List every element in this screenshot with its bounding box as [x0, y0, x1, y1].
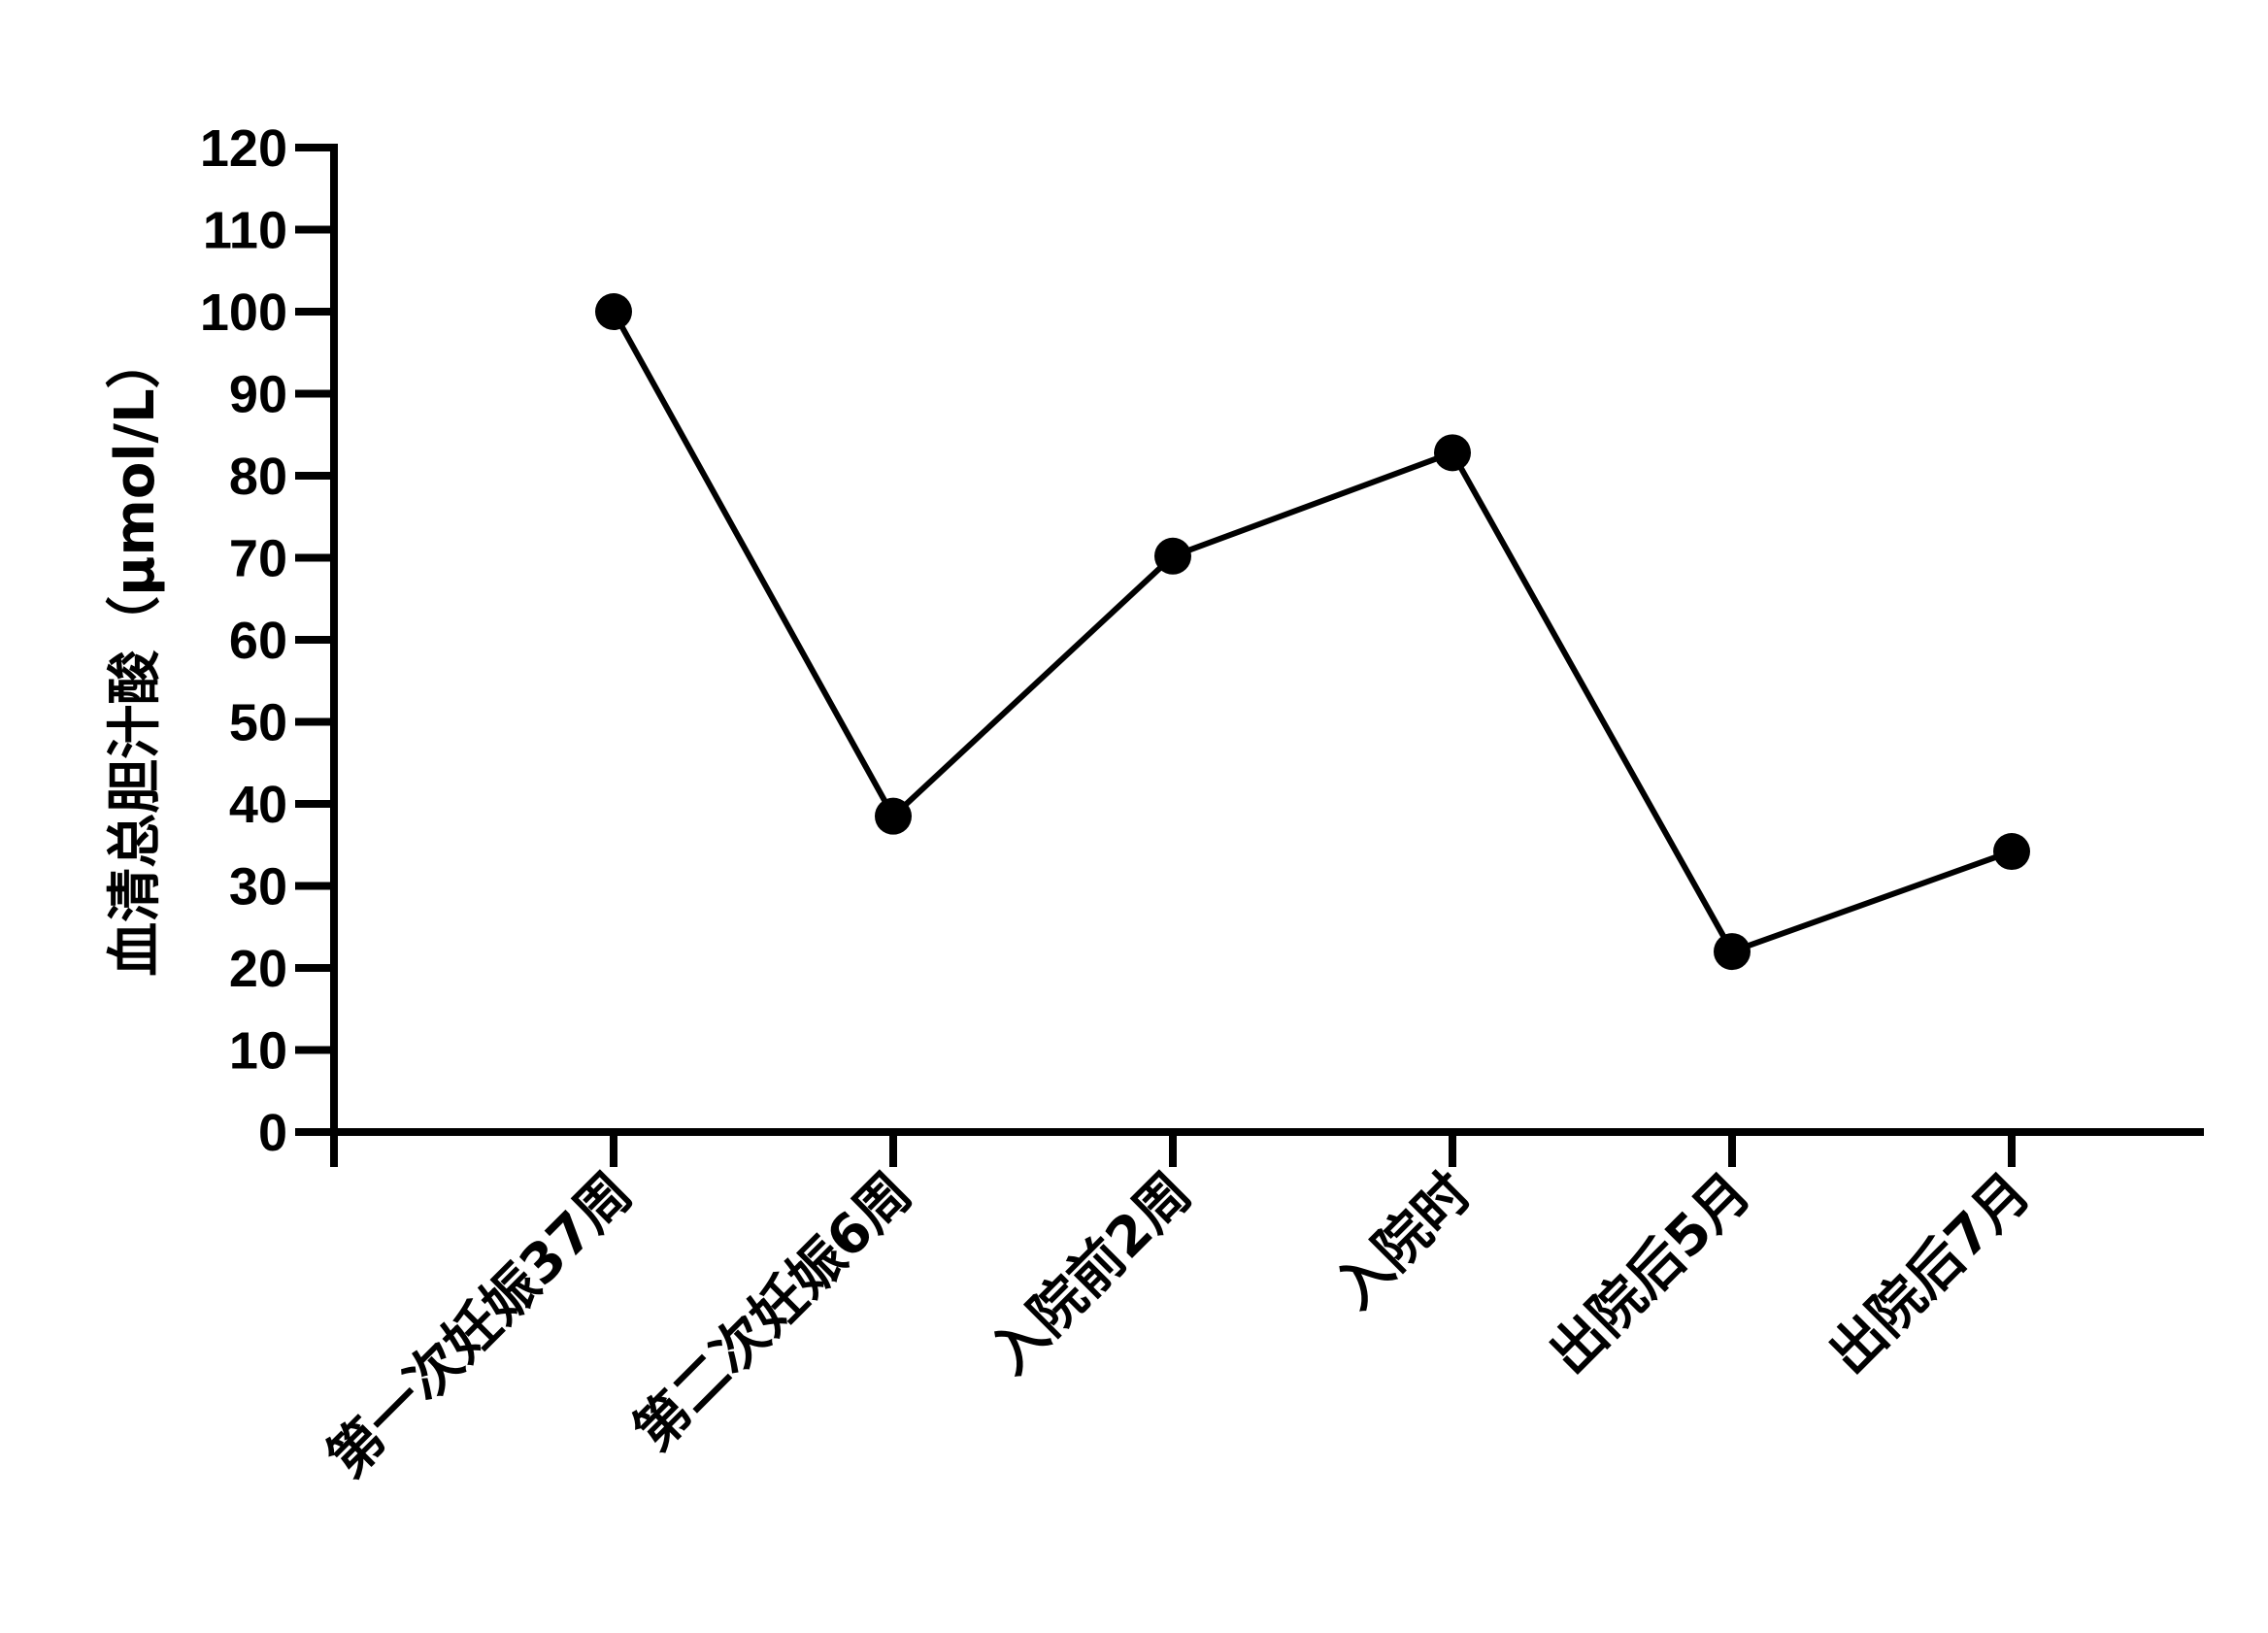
y-tick-label: 100 [200, 283, 287, 342]
x-tick-label: 第一次妊娠37周 [316, 1161, 645, 1490]
data-point [875, 797, 912, 835]
y-axis-ticks: 0 10 20 30 40 50 60 70 80 90 100 110 120 [200, 119, 334, 1162]
y-tick-label: 40 [229, 776, 287, 834]
y-tick-label: 30 [229, 858, 287, 916]
data-point [1434, 434, 1471, 472]
data-point [1993, 833, 2030, 871]
y-tick-label: 60 [229, 612, 287, 670]
y-tick-label: 70 [229, 530, 287, 588]
x-tick-label: 第二次妊娠6周 [622, 1161, 924, 1463]
y-tick-label: 110 [203, 202, 287, 260]
x-tick-label: 出院后7月 [1818, 1161, 2043, 1386]
series-layer [595, 293, 2030, 971]
y-tick-label: 80 [229, 448, 287, 506]
y-tick-label: 20 [229, 940, 287, 998]
y-tick-label: 90 [229, 366, 287, 424]
y-tick-label: 10 [229, 1022, 287, 1081]
data-point [1714, 933, 1751, 971]
y-tick-label: 0 [258, 1104, 287, 1162]
y-axis-title: 血清总胆汁酸（μmol/L） [104, 334, 167, 976]
y-tick-label: 120 [200, 119, 287, 178]
x-tick-label: 出院后5月 [1538, 1161, 1763, 1386]
x-tick-label: 入院时 [1323, 1161, 1484, 1321]
y-tick-label: 50 [229, 694, 287, 752]
x-tick-label: 入院前2周 [979, 1161, 1204, 1386]
data-point [595, 293, 632, 330]
series-line [611, 310, 2014, 955]
data-point [1154, 537, 1191, 575]
